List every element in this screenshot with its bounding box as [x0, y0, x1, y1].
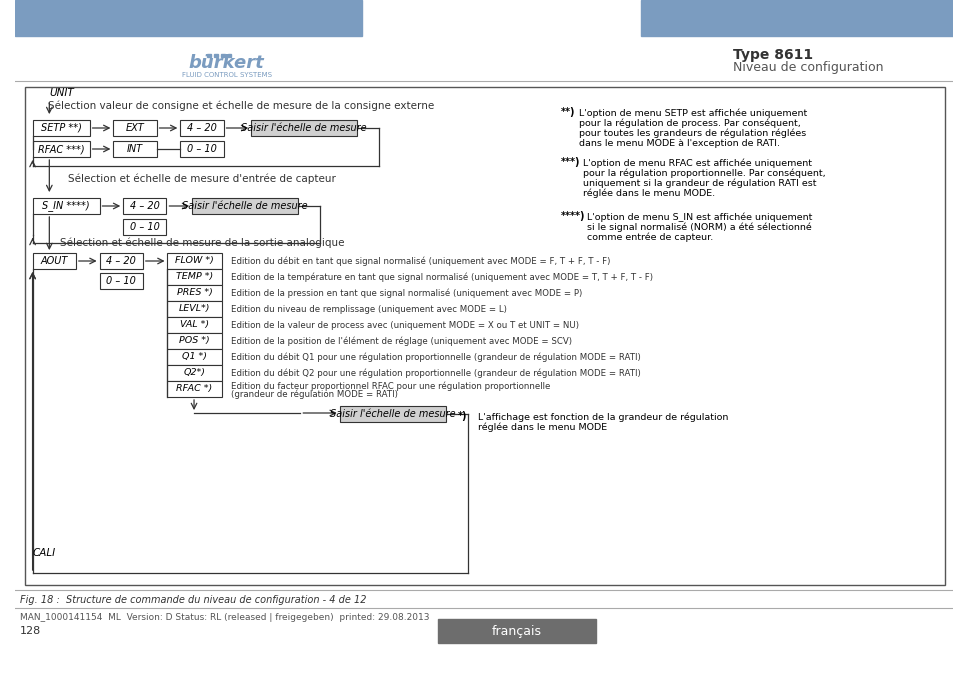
Text: RFAC ***): RFAC ***): [38, 144, 85, 154]
Text: Sélection et échelle de mesure de la sortie analogique: Sélection et échelle de mesure de la sor…: [60, 238, 344, 248]
Text: L'option de menu SETP est affichée uniquement: L'option de menu SETP est affichée uniqu…: [578, 109, 806, 118]
Text: Edition du débit Q2 pour une régulation proportionnelle (grandeur de régulation : Edition du débit Q2 pour une régulation …: [232, 368, 640, 378]
Bar: [168, 349, 221, 365]
Text: Q1 *): Q1 *): [182, 353, 207, 361]
Text: réglée dans le menu MODE: réglée dans le menu MODE: [477, 423, 606, 433]
Text: Fig. 18 :  Structure de commande du niveau de configuration - 4 de 12: Fig. 18 : Structure de commande du nivea…: [20, 595, 366, 605]
Text: comme entrée de capteur.: comme entrée de capteur.: [586, 233, 712, 242]
Bar: [168, 381, 221, 397]
Text: SETP **): SETP **): [41, 123, 82, 133]
Bar: [640, 0, 953, 36]
Bar: [32, 141, 90, 157]
Text: L'option de menu RFAC est affichée uniquement: L'option de menu RFAC est affichée uniqu…: [582, 159, 811, 168]
Bar: [113, 120, 156, 136]
Text: Sélection valeur de consigne et échelle de mesure de la consigne externe: Sélection valeur de consigne et échelle …: [48, 101, 434, 111]
Text: POS *): POS *): [179, 336, 210, 345]
Bar: [437, 619, 595, 643]
Text: TEMP *): TEMP *): [175, 273, 213, 281]
Text: Niveau de configuration: Niveau de configuration: [733, 61, 883, 75]
Bar: [99, 273, 143, 289]
Text: (grandeur de régulation MODE = RATI): (grandeur de régulation MODE = RATI): [232, 389, 398, 398]
Text: EXT: EXT: [126, 123, 144, 133]
Bar: [168, 301, 221, 317]
Bar: [168, 317, 221, 333]
Bar: [123, 219, 167, 235]
Text: Q2*): Q2*): [183, 369, 205, 378]
Text: si le signal normalisé (NORM) a été sélectionné: si le signal normalisé (NORM) a été séle…: [586, 223, 811, 232]
Text: CALI: CALI: [32, 548, 55, 558]
Text: MAN_1000141154  ML  Version: D Status: RL (released | freigegeben)  printed: 29.: MAN_1000141154 ML Version: D Status: RL …: [20, 614, 429, 623]
Bar: [339, 406, 446, 422]
Bar: [220, 54, 224, 57]
Text: Edition de la pression en tant que signal normalisé (uniquement avec MODE = P): Edition de la pression en tant que signa…: [232, 288, 582, 297]
Text: Edition de la température en tant que signal normalisé (uniquement avec MODE = T: Edition de la température en tant que si…: [232, 273, 653, 282]
Text: Edition du facteur proportionnel RFAC pour une régulation proportionnelle: Edition du facteur proportionnel RFAC po…: [232, 381, 550, 391]
Bar: [168, 365, 221, 381]
Bar: [192, 198, 298, 214]
Text: Edition de la position de l'élément de réglage (uniquement avec MODE = SCV): Edition de la position de l'élément de r…: [232, 336, 572, 346]
Bar: [113, 141, 156, 157]
Text: 4 – 20: 4 – 20: [187, 123, 216, 133]
Text: 4 – 20: 4 – 20: [106, 256, 136, 266]
Bar: [123, 198, 167, 214]
Text: 4 – 20: 4 – 20: [130, 201, 159, 211]
Text: 0 – 10: 0 – 10: [187, 144, 216, 154]
Text: ****): ****): [560, 211, 585, 221]
Text: FLOW *): FLOW *): [175, 256, 213, 266]
Text: Edition de la valeur de process avec (uniquement MODE = X ou T et UNIT = NU): Edition de la valeur de process avec (un…: [232, 320, 578, 330]
Text: bürkert: bürkert: [189, 54, 264, 72]
Text: L'option de menu S_IN est affichée uniquement: L'option de menu S_IN est affichée uniqu…: [586, 213, 811, 223]
Text: 0 – 10: 0 – 10: [130, 222, 159, 232]
Text: *): *): [457, 411, 467, 421]
Bar: [180, 141, 223, 157]
Text: UNIT: UNIT: [50, 88, 74, 98]
Bar: [251, 120, 357, 136]
Text: pour la régulation de process. Par conséquent,: pour la régulation de process. Par consé…: [578, 119, 800, 129]
Text: Type 8611: Type 8611: [733, 48, 813, 62]
Bar: [207, 54, 211, 57]
Bar: [180, 120, 223, 136]
Bar: [32, 253, 76, 269]
Text: français: français: [492, 625, 541, 637]
Bar: [213, 54, 217, 57]
Bar: [168, 333, 221, 349]
Text: VAL *): VAL *): [180, 320, 209, 330]
Text: Saisir l'échelle de mesure: Saisir l'échelle de mesure: [182, 201, 308, 211]
Bar: [168, 285, 221, 301]
Text: uniquement si la grandeur de régulation RATI est: uniquement si la grandeur de régulation …: [582, 179, 816, 188]
Text: RFAC *): RFAC *): [176, 384, 213, 394]
Text: AOUT: AOUT: [41, 256, 68, 266]
Text: Sélection et échelle de mesure d'entrée de capteur: Sélection et échelle de mesure d'entrée …: [68, 174, 335, 184]
Text: LEVL*): LEVL*): [178, 304, 210, 314]
Bar: [32, 120, 90, 136]
Text: INT: INT: [127, 144, 143, 154]
Text: FLUID CONTROL SYSTEMS: FLUID CONTROL SYSTEMS: [181, 72, 272, 78]
Bar: [227, 54, 232, 57]
Text: ***): ***): [560, 157, 580, 167]
Bar: [99, 253, 143, 269]
Text: PRES *): PRES *): [176, 289, 213, 297]
Text: Saisir l'échelle de mesure: Saisir l'échelle de mesure: [330, 409, 456, 419]
Text: pour la régulation proportionnelle. Par conséquent,: pour la régulation proportionnelle. Par …: [582, 169, 824, 178]
Bar: [168, 269, 221, 285]
Text: L'affichage est fonction de la grandeur de régulation: L'affichage est fonction de la grandeur …: [477, 413, 727, 423]
Text: 0 – 10: 0 – 10: [106, 276, 136, 286]
Text: **): **): [560, 107, 575, 117]
Text: réglée dans le menu MODE.: réglée dans le menu MODE.: [582, 189, 714, 199]
Text: S_IN ****): S_IN ****): [42, 201, 90, 211]
Text: pour toutes les grandeurs de régulation réglées: pour toutes les grandeurs de régulation …: [578, 129, 805, 139]
Bar: [32, 198, 99, 214]
Text: dans le menu MODE à l'exception de RATI.: dans le menu MODE à l'exception de RATI.: [578, 139, 780, 148]
Text: Saisir l'échelle de mesure: Saisir l'échelle de mesure: [241, 123, 367, 133]
Text: Edition du débit en tant que signal normalisé (uniquement avec MODE = F, T + F, : Edition du débit en tant que signal norm…: [232, 256, 610, 266]
Bar: [25, 87, 944, 585]
Bar: [168, 253, 221, 269]
Bar: [15, 0, 362, 36]
Text: Edition du niveau de remplissage (uniquement avec MODE = L): Edition du niveau de remplissage (unique…: [232, 304, 507, 314]
Text: Edition du débit Q1 pour une régulation proportionnelle (grandeur de régulation : Edition du débit Q1 pour une régulation …: [232, 352, 640, 362]
Text: 128: 128: [20, 626, 41, 636]
